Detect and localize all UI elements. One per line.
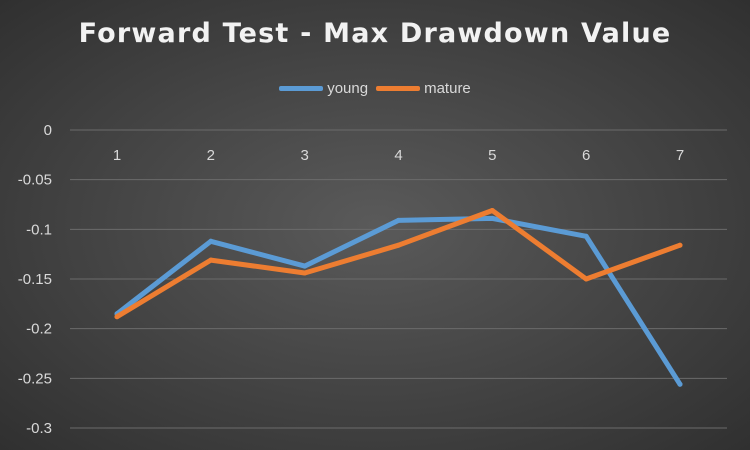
legend-swatch-mature [376, 86, 421, 91]
legend-entry-mature: mature [376, 80, 471, 97]
legend-entry-young: young [279, 80, 368, 97]
x-tick-label: 4 [394, 147, 402, 164]
data-point-young [583, 233, 589, 239]
data-point-mature [677, 242, 683, 248]
x-tick-label: 2 [207, 147, 215, 164]
legend-swatch-young [279, 86, 324, 91]
series-line-mature [114, 208, 683, 320]
data-point-young [208, 238, 214, 244]
y-tick-label: -0.2 [26, 321, 52, 338]
y-tick-label: -0.3 [26, 420, 52, 437]
data-point-mature [489, 207, 495, 213]
legend: young mature [0, 80, 750, 97]
data-point-mature [208, 257, 214, 263]
y-tick-label: -0.15 [18, 271, 52, 288]
y-tick-label: -0.25 [18, 370, 52, 387]
data-point-young [489, 215, 495, 221]
x-tick-label: 6 [582, 147, 590, 164]
y-tick-label: -0.1 [26, 221, 52, 238]
legend-label-young: young [327, 80, 369, 97]
y-tick-label: 0 [44, 122, 52, 139]
data-point-young [302, 263, 308, 269]
data-point-young [677, 381, 683, 387]
data-point-mature [396, 242, 401, 248]
data-point-young [396, 217, 401, 223]
chart-title: Forward Test - Max Drawdown Value [78, 18, 672, 49]
x-tick-label: 5 [488, 147, 496, 164]
data-point-mature [114, 314, 120, 320]
legend-label-mature: mature [424, 80, 471, 97]
x-tick-label: 1 [113, 147, 121, 164]
y-tick-label: -0.05 [18, 172, 52, 189]
x-tick-label: 7 [676, 147, 684, 164]
data-point-mature [302, 270, 308, 276]
x-tick-label: 3 [300, 147, 308, 164]
data-point-mature [583, 276, 589, 282]
